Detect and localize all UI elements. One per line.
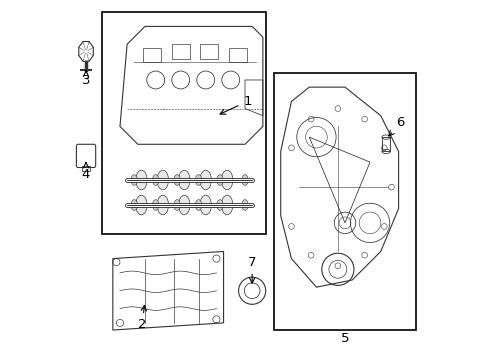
- Ellipse shape: [200, 170, 211, 190]
- Ellipse shape: [152, 200, 159, 210]
- Text: 1: 1: [220, 95, 252, 114]
- Ellipse shape: [136, 195, 147, 215]
- Text: 2: 2: [138, 305, 147, 331]
- Ellipse shape: [217, 175, 223, 185]
- Text: 4: 4: [82, 162, 90, 181]
- Ellipse shape: [221, 195, 233, 215]
- Ellipse shape: [174, 200, 180, 210]
- Text: 3: 3: [82, 71, 90, 86]
- Ellipse shape: [157, 195, 169, 215]
- Ellipse shape: [131, 200, 138, 210]
- Ellipse shape: [196, 175, 202, 185]
- Ellipse shape: [152, 175, 159, 185]
- Ellipse shape: [131, 175, 138, 185]
- Ellipse shape: [157, 170, 169, 190]
- Text: 6: 6: [389, 116, 405, 136]
- Text: 5: 5: [341, 333, 349, 346]
- Ellipse shape: [174, 175, 180, 185]
- Ellipse shape: [200, 195, 211, 215]
- Ellipse shape: [136, 170, 147, 190]
- Ellipse shape: [217, 200, 223, 210]
- Ellipse shape: [242, 200, 248, 210]
- Ellipse shape: [242, 175, 248, 185]
- Ellipse shape: [196, 200, 202, 210]
- Text: 7: 7: [248, 256, 256, 283]
- Ellipse shape: [178, 195, 190, 215]
- Ellipse shape: [221, 170, 233, 190]
- Ellipse shape: [178, 170, 190, 190]
